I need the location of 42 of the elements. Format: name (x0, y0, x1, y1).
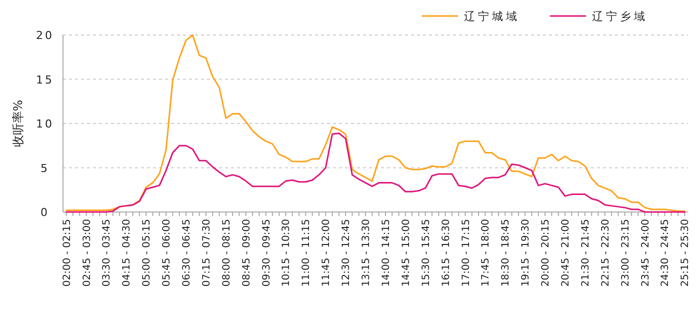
y-tick-label: 10 (36, 118, 54, 130)
x-tick-label: 22:15 - 22:30 (600, 219, 612, 287)
x-tick-label: 11:45 - 12:00 (321, 219, 332, 287)
x-tick-label: 20:00 - 20:15 (540, 219, 552, 287)
y-tick-label: 0 (40, 206, 50, 219)
x-tick-label: 15:30 - 15:45 (420, 219, 432, 287)
y-tick-label: 5 (40, 162, 50, 175)
x-tick-label: 18:30 - 18:45 (500, 219, 512, 287)
x-tick-label: 04:15 - 04:30 (122, 219, 133, 287)
x-tick-label: 08:00 - 08:15 (221, 219, 232, 287)
x-tick-label: 05:00 - 05:15 (142, 219, 153, 287)
x-tick-label: 25:15 - 25:30 (680, 219, 692, 287)
x-tick-label: 07:15 - 07:30 (201, 219, 212, 287)
x-tick-label: 14:45 - 15:00 (400, 219, 412, 287)
x-tick-label: 23:00 - 23:15 (620, 219, 632, 287)
y-axis-title: 收听率% (11, 100, 25, 148)
x-tick-label: 06:30 - 06:45 (182, 219, 193, 287)
x-tick-label: 17:45 - 18:00 (480, 219, 492, 287)
x-tick-label: 23:45 - 24:00 (640, 219, 652, 287)
x-tick-label: 21:30 - 21:45 (580, 219, 592, 287)
x-tick-label: 03:30 - 03:45 (102, 219, 113, 287)
legend-label: 辽宁城域 (464, 10, 520, 23)
x-tick-label: 14:00 - 14:15 (380, 219, 392, 287)
x-tick-label: 02:45 - 03:00 (82, 219, 93, 287)
x-tick-label: 24:30 - 24:45 (660, 219, 672, 287)
x-tick-label: 20:45 - 21:00 (560, 219, 572, 287)
line-series (66, 132, 686, 213)
line-series (66, 34, 686, 212)
y-tick-label: 15 (36, 73, 54, 86)
x-tick-label: 13:15 - 13:30 (361, 219, 372, 287)
x-tick-label: 19:15 - 19:30 (520, 219, 532, 287)
y-tick-label: 20 (36, 29, 54, 42)
x-tick-label: 17:00 - 17:15 (460, 219, 472, 287)
x-tick-label: 05:45 - 06:00 (162, 219, 173, 287)
legend-label: 辽宁乡域 (592, 10, 648, 23)
x-tick-label: 02:00 - 02:15 (62, 219, 73, 287)
x-tick-label: 16:15 - 16:30 (440, 219, 452, 287)
x-tick-label: 08:45 - 09:00 (241, 219, 252, 287)
x-tick-label: 12:30 - 12:45 (341, 219, 352, 287)
x-tick-label: 09:30 - 09:45 (261, 219, 272, 287)
x-tick-label: 10:15 - 10:30 (281, 219, 292, 287)
x-tick-label: 11:00 - 11:15 (301, 219, 312, 287)
